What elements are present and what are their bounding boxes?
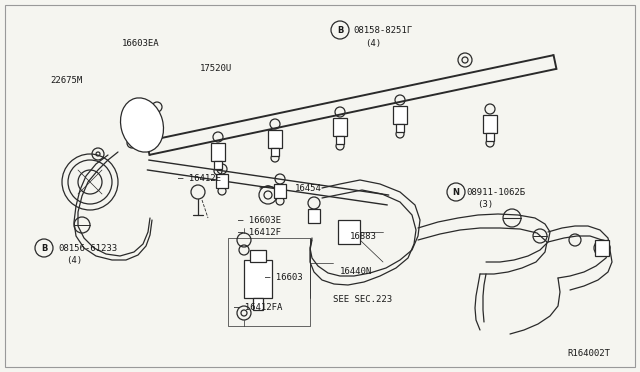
- Text: 16603EA: 16603EA: [122, 38, 159, 48]
- Text: ‒ 16412F: ‒ 16412F: [238, 228, 281, 237]
- Bar: [244, 260, 272, 298]
- Bar: [211, 143, 225, 161]
- Text: 08156-61233: 08156-61233: [58, 244, 117, 253]
- Bar: [308, 209, 320, 223]
- Bar: [396, 124, 404, 132]
- Text: 22675M: 22675M: [50, 76, 83, 84]
- Text: (3): (3): [477, 199, 493, 208]
- Bar: [271, 148, 279, 156]
- Text: ‒ 16412FA: ‒ 16412FA: [234, 304, 282, 312]
- Text: ‒ 16412E: ‒ 16412E: [178, 173, 221, 183]
- Bar: [253, 298, 263, 310]
- Bar: [393, 106, 407, 124]
- Text: N: N: [452, 187, 460, 196]
- Text: B: B: [41, 244, 47, 253]
- Bar: [268, 130, 282, 148]
- Text: ‒ 16603: ‒ 16603: [265, 273, 303, 282]
- Bar: [333, 118, 347, 136]
- Text: 08911-1062Б: 08911-1062Б: [466, 187, 525, 196]
- Bar: [250, 250, 266, 262]
- Text: SEE SEC.223: SEE SEC.223: [333, 295, 392, 305]
- Bar: [274, 184, 286, 198]
- Bar: [483, 115, 497, 133]
- Text: 16440N: 16440N: [340, 267, 372, 276]
- Text: ‒ 16603E: ‒ 16603E: [238, 215, 281, 224]
- Text: R164002T: R164002T: [567, 350, 610, 359]
- Bar: [216, 174, 228, 188]
- Bar: [486, 133, 494, 141]
- Text: 16454: 16454: [295, 183, 322, 192]
- Text: (4): (4): [365, 38, 381, 48]
- Text: 08158-8251Γ: 08158-8251Γ: [353, 26, 412, 35]
- Ellipse shape: [120, 98, 163, 152]
- Text: B: B: [337, 26, 343, 35]
- Bar: [338, 220, 360, 244]
- Bar: [595, 240, 609, 256]
- Bar: [214, 161, 222, 169]
- Bar: [228, 238, 310, 326]
- Text: (4): (4): [66, 256, 82, 264]
- Bar: [336, 136, 344, 144]
- Text: 16883: 16883: [350, 231, 377, 241]
- Text: 17520U: 17520U: [200, 64, 232, 73]
